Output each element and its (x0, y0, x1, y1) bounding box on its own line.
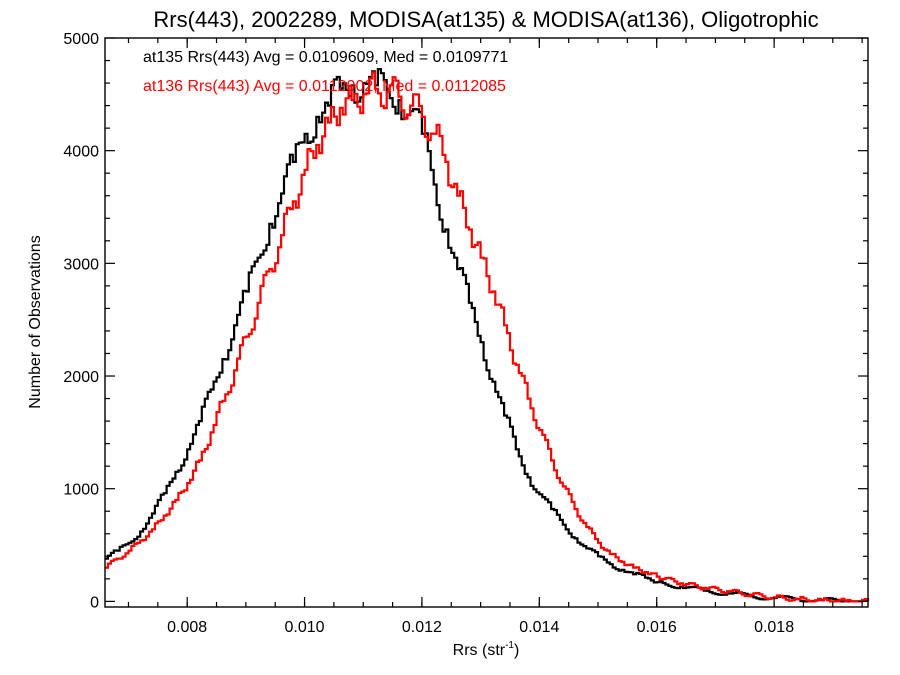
x-tick-label: 0.010 (285, 619, 325, 636)
x-tick-label: 0.018 (754, 619, 794, 636)
x-axis-label-superscript: -1 (505, 640, 514, 651)
x-tick-label: 0.014 (519, 619, 559, 636)
x-axis-label-main: Rrs (str (453, 642, 506, 659)
x-axis-label-close: ) (514, 642, 519, 659)
series-annotation-at136: at136 Rrs(443) Avg = 0.0112002, Med = 0.… (143, 78, 506, 95)
y-tick-label: 1000 (63, 482, 99, 499)
x-tick-label: 0.008 (167, 619, 207, 636)
plot-frame (104, 37, 869, 608)
x-axis: 0.008 0.010 0.012 0.014 0.016 0.018 (127, 38, 863, 636)
series-line-at136 (105, 71, 870, 603)
y-tick-label: 4000 (63, 144, 99, 161)
chart-title: Rrs(443), 2002289, MODISA(at135) & MODIS… (153, 7, 818, 32)
x-tick-label: 0.016 (637, 619, 677, 636)
x-tick-label: 0.012 (402, 619, 442, 636)
y-tick-label: 3000 (63, 256, 99, 273)
y-tick-label: 0 (90, 594, 99, 611)
series-line-at135 (105, 68, 870, 603)
y-tick-label: 2000 (63, 369, 99, 386)
y-axis: 0 1000 2000 3000 4000 5000 (63, 31, 868, 611)
series-layer (105, 68, 870, 603)
y-tick-label: 5000 (63, 31, 99, 48)
series-annotation-at135: at135 Rrs(443) Avg = 0.0109609, Med = 0.… (143, 49, 508, 66)
y-axis-label: Number of Observations (27, 235, 44, 408)
x-axis-label: Rrs (str-1) (453, 640, 520, 659)
